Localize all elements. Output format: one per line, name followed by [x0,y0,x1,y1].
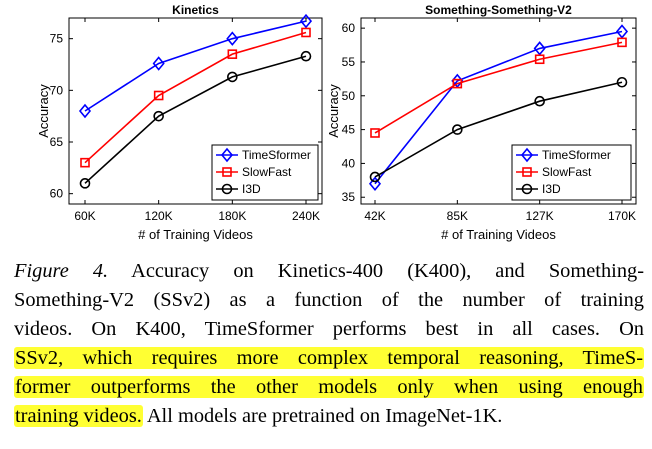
y-axis-label: Accuracy [326,84,341,138]
y-tick-label: 55 [342,55,356,69]
y-tick-label: 35 [342,190,356,204]
chart-1: Kinetics 60 65 70 75 60K 120K 180K 240K # of Trai… [36,3,323,242]
caption-line-6: training videos. All models are pretrain… [14,405,503,427]
series-slowfast [80,27,311,168]
y-tick-label: 60 [342,21,356,35]
caption-line-5: former outperforms the other models only… [14,373,644,402]
data-point [615,24,629,39]
series-i3d [79,50,312,189]
y-tick-label: 75 [50,32,64,46]
data-point [299,13,313,29]
legend-marker [220,147,234,163]
series-line [84,31,307,164]
figure-caption: Figure 4. Accuracy on Kinetics-400 (K400… [14,257,644,431]
data-point [152,56,165,71]
figure-label: Figure 4. [14,260,109,282]
data-point [617,37,627,48]
legend-label: SlowFast [242,165,292,179]
data-point [153,110,164,122]
series-line [374,81,623,178]
y-tick-label: 45 [342,123,356,137]
x-tick-label: 60K [74,209,95,223]
series-line [84,55,307,184]
x-tick-label: 127K [526,209,554,223]
caption-line-4: SSv2, which requires more complex tempor… [14,344,644,373]
series-line [84,20,307,112]
caption-line-3: videos. On K400, TimeSformer performs be… [14,318,644,340]
data-point [370,128,380,138]
y-axis-label: Accuracy [36,84,51,138]
x-tick-label: 42K [364,209,385,223]
highlighted-text: former outperforms the other models only… [14,376,644,398]
x-tick-label: 85K [447,209,468,223]
x-tick-label: 170K [608,209,636,223]
data-point [534,54,545,65]
x-axis-label: # of Training Videos [138,227,253,242]
y-tick-label: 60 [50,187,64,201]
legend-marker [222,167,232,177]
legend-label: TimeSformer [242,148,311,162]
data-point [533,41,546,56]
data-point [301,27,311,38]
data-point [452,124,463,135]
x-tick-label: 240K [292,209,320,223]
series-timesformer [78,13,313,119]
chart-title: Something-Something-V2 [425,3,572,17]
y-tick-label: 40 [342,156,356,170]
y-tick-label: 50 [342,89,356,103]
legend-label: TimeSformer [542,148,611,162]
legend: TimeSformer SlowFast I3D [211,144,319,201]
data-point [452,78,463,89]
legend-marker [520,147,534,163]
data-point [227,49,238,59]
x-axis-label: # of Training Videos [441,227,556,242]
data-point [79,178,91,189]
series-line [374,30,623,185]
legend-label: SlowFast [542,165,592,179]
figure: Kinetics 60 65 70 75 60K 120K 180K 240K # of Trai… [36,3,637,242]
legend-marker [522,167,532,177]
chart-title: Kinetics [172,3,219,17]
data-point [80,157,90,168]
series-i3d [369,76,628,183]
highlighted-text: SSv2, which requires more complex tempor… [14,347,644,369]
series-line [374,41,623,134]
data-point [368,176,382,191]
x-tick-label: 120K [145,209,173,223]
data-point [153,90,164,101]
data-point [300,50,312,62]
y-tick-label: 70 [50,83,64,97]
series-slowfast [370,37,627,138]
data-point [226,31,239,46]
data-point [227,71,238,83]
plot-frame [68,17,323,205]
data-point [534,95,545,107]
caption-line-1: Figure 4. Accuracy on Kinetics-400 (K400… [14,260,644,282]
chart-2: Something-Something-V2 35 40 45 50 55 60 42K 85K… [326,3,637,242]
data-point [369,171,381,183]
highlighted-text: training videos. [14,405,143,427]
data-point [78,103,92,119]
legend-marker [221,183,233,195]
y-tick-label: 65 [50,135,64,149]
legend: TimeSformer SlowFast I3D [511,144,632,201]
legend-marker [521,183,533,195]
legend-label: I3D [542,182,561,196]
data-point [616,76,628,88]
legend-label: I3D [242,182,261,196]
plot-frame [360,17,637,205]
x-tick-label: 180K [218,209,246,223]
caption-line-2: Something-V2 (SSv2) as a function of the… [14,289,644,311]
